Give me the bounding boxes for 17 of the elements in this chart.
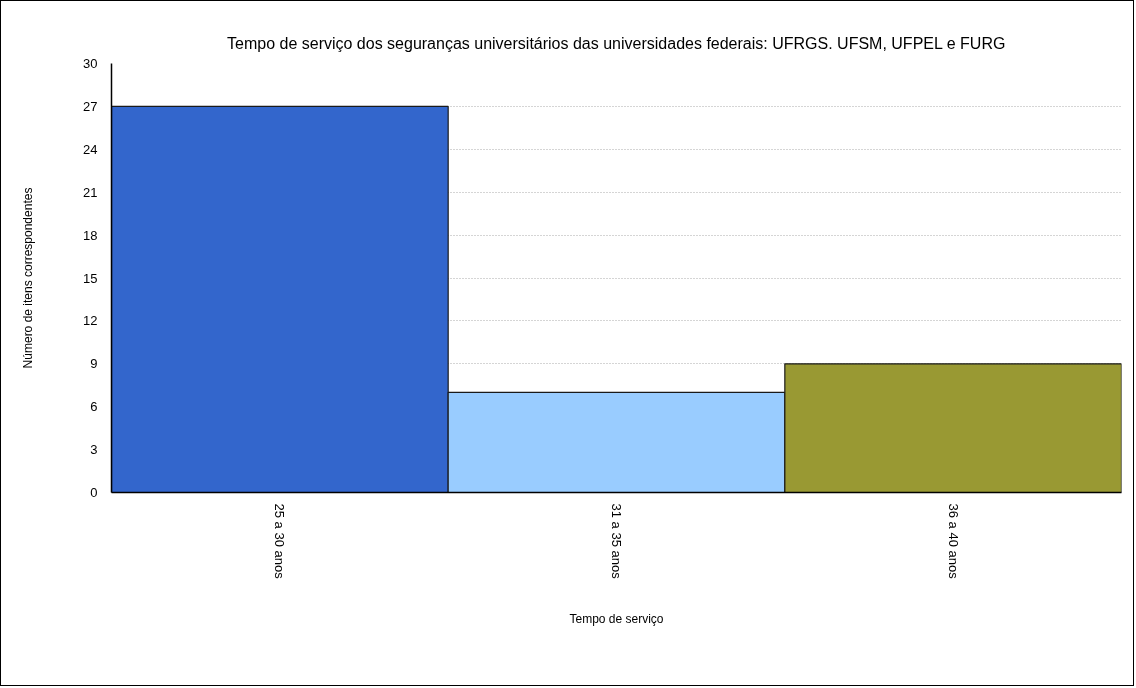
y-axis-title: Número de itens correspondentes	[21, 187, 36, 369]
y-tick-label: 3	[90, 442, 98, 458]
y-tick-label: 30	[83, 56, 98, 71]
x-tick-label: 36 a 40 anos	[945, 503, 961, 580]
chart-title: Tempo de serviço dos seguranças universitários das universidades federais: UFRGS. UFSM, UFPEL e FURG	[227, 34, 1006, 52]
y-tick-label: 27	[83, 98, 98, 114]
y-tick-label: 6	[90, 399, 98, 415]
y-tick-label: 15	[83, 270, 98, 286]
x-tick-label: 31 a 35 anos	[609, 503, 624, 580]
y-tick-label: 9	[90, 356, 98, 372]
y-tick-label: 24	[83, 141, 98, 157]
y-tick-label: 12	[83, 313, 98, 329]
y-tick-label: 0	[90, 485, 98, 500]
x-tick-label: 25 a 30 anos	[272, 503, 288, 580]
y-tick-label: 18	[83, 227, 98, 243]
y-tick-label: 21	[83, 184, 98, 200]
x-axis-title: Tempo de serviço	[569, 611, 664, 626]
